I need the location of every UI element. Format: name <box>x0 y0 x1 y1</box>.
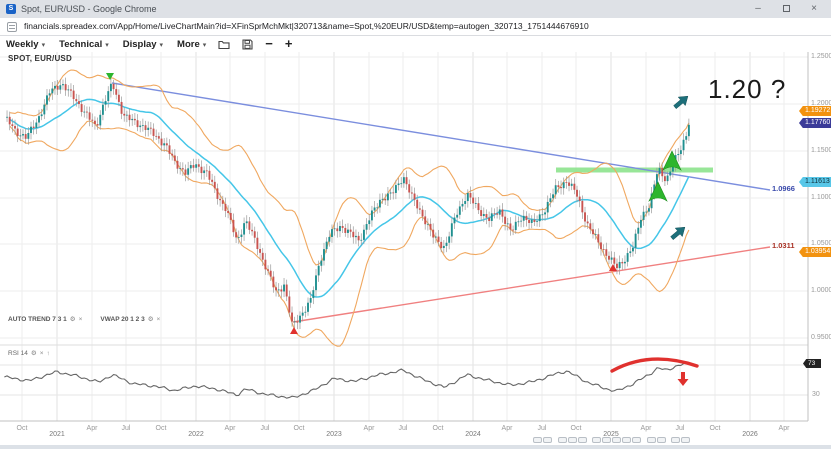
gear-icon[interactable]: ⚙ <box>69 316 76 323</box>
x-axis-year-label: 2023 <box>326 431 342 438</box>
price-level-badge: 1.17760 <box>799 118 831 128</box>
x-axis-month-label: Jul <box>537 425 547 432</box>
rsi-value-badge: 73 <box>803 359 821 368</box>
menu-weekly[interactable]: Weekly ▾ <box>6 38 46 50</box>
zoom-in-icon[interactable]: + <box>284 36 293 51</box>
close-icon[interactable]: × <box>811 3 817 14</box>
price-level-badge: 1.03954 <box>799 247 831 257</box>
history-range-pill[interactable] <box>632 437 641 443</box>
history-range-pill[interactable] <box>577 437 587 443</box>
price-level-badge: 1.19272 <box>799 106 831 116</box>
remove-indicator-icon[interactable]: × <box>39 349 44 357</box>
overlay-indicator-row: AUTO TREND 7 3 1 ⚙ × VWAP 20 1 2 3 ⚙ × <box>8 315 161 324</box>
x-axis-month-label: Jul <box>675 425 685 432</box>
history-range-pill[interactable] <box>602 437 611 443</box>
x-axis-month-label: Oct <box>709 425 721 432</box>
url-text[interactable]: financials.spreadex.com/App/Home/LiveCha… <box>24 21 589 31</box>
bottom-strip <box>0 445 831 449</box>
x-axis-month-label: Apr <box>363 425 375 432</box>
menu-technical[interactable]: Technical ▾ <box>59 38 109 50</box>
zoom-out-icon[interactable]: − <box>265 36 273 51</box>
history-range-pill[interactable] <box>646 437 656 443</box>
price-tick-label: 1.15000 <box>811 147 831 154</box>
x-axis-month-label: Oct <box>570 425 582 432</box>
history-range-pill[interactable] <box>533 437 542 443</box>
history-range-pill[interactable] <box>612 437 621 443</box>
chevron-down-icon: ▾ <box>159 41 164 49</box>
price-tick-label: 1.10000 <box>811 194 831 201</box>
x-axis-month-label: Apr <box>224 425 236 432</box>
history-range-pill[interactable] <box>567 437 577 443</box>
price-level-badge: 1.11613 <box>799 177 831 187</box>
gear-icon[interactable]: ⚙ <box>147 316 154 323</box>
x-axis-month-label: Jul <box>260 425 270 432</box>
price-chart-canvas[interactable] <box>0 52 831 446</box>
gear-icon[interactable]: ⚙ <box>30 350 37 357</box>
remove-indicator-icon[interactable]: × <box>78 315 83 323</box>
x-axis-month-label: Apr <box>501 425 513 432</box>
history-range-pill[interactable] <box>671 437 680 443</box>
history-range-pill[interactable] <box>592 437 601 443</box>
x-axis-month-label: Jul <box>121 425 131 432</box>
x-axis-month-label: Apr <box>640 425 652 432</box>
menu-more[interactable]: More ▾ <box>177 38 207 50</box>
window-title: Spot, EUR/USD - Google Chrome <box>21 4 157 14</box>
rsi-indicator-row: RSI 14 ⚙ × ↑ <box>8 349 50 358</box>
x-axis-year-label: 2025 <box>603 431 619 438</box>
x-axis-month-label: Apr <box>86 425 98 432</box>
history-range-pill[interactable] <box>622 437 631 443</box>
x-axis-month-label: Oct <box>432 425 444 432</box>
x-axis-month-label: Oct <box>16 425 28 432</box>
page-info-icon[interactable] <box>7 22 17 32</box>
x-axis-year-label: 2024 <box>465 431 481 438</box>
chevron-down-icon: ▾ <box>202 41 207 49</box>
maximize-icon[interactable] <box>775 2 797 16</box>
chart-area: SPOT, EUR/USD 1.20 ? AUTO TREND 7 3 1 ⚙ … <box>0 52 831 446</box>
title-bar: S Spot, EUR/USD - Google Chrome – × <box>0 0 831 18</box>
price-tick-label: 0.95000 <box>811 334 831 341</box>
history-range-pill[interactable] <box>557 437 567 443</box>
collapse-pane-icon[interactable]: ↑ <box>46 349 50 357</box>
symbol-label: SPOT, EUR/USD <box>8 54 72 63</box>
x-axis-month-label: Apr <box>778 425 790 432</box>
price-tick-label: 1.05000 <box>811 240 831 247</box>
trendline-value-label: 1.0311 <box>772 241 795 250</box>
price-tick-label: 1.25000 <box>811 53 831 60</box>
price-target-annotation: 1.20 ? <box>708 74 787 104</box>
vwap-label: VWAP 20 1 2 3 <box>100 315 145 323</box>
app-favicon-icon: S <box>6 4 16 14</box>
rsi-lower-level-label: 30 <box>812 391 820 398</box>
x-axis-month-label: Jul <box>398 425 408 432</box>
x-axis-year-label: 2026 <box>742 431 758 438</box>
x-axis-month-label: Oct <box>293 425 305 432</box>
history-range-pill[interactable] <box>656 437 666 443</box>
chevron-down-icon: ▾ <box>105 41 109 49</box>
trendline-value-label: 1.0966 <box>772 184 795 193</box>
remove-indicator-icon[interactable]: × <box>156 315 161 323</box>
x-axis-year-label: 2022 <box>188 431 204 438</box>
chart-toolbar: Weekly ▾ Technical ▾ Display ▾ More ▾ − + <box>0 36 831 52</box>
price-tick-label: 1.20000 <box>811 100 831 107</box>
save-icon[interactable] <box>242 38 253 50</box>
x-axis-month-label: Oct <box>155 425 167 432</box>
x-axis-year-label: 2021 <box>49 431 65 438</box>
minimize-icon[interactable]: – <box>755 3 761 14</box>
history-range-pill[interactable] <box>543 437 552 443</box>
history-range-pill[interactable] <box>681 437 690 443</box>
address-bar: financials.spreadex.com/App/Home/LiveCha… <box>0 18 831 36</box>
auto-trend-label: AUTO TREND 7 3 1 <box>8 315 67 323</box>
menu-display[interactable]: Display ▾ <box>122 38 164 50</box>
open-folder-icon[interactable] <box>218 39 230 50</box>
chevron-down-icon: ▾ <box>41 41 46 49</box>
rsi-label: RSI 14 <box>8 349 28 357</box>
